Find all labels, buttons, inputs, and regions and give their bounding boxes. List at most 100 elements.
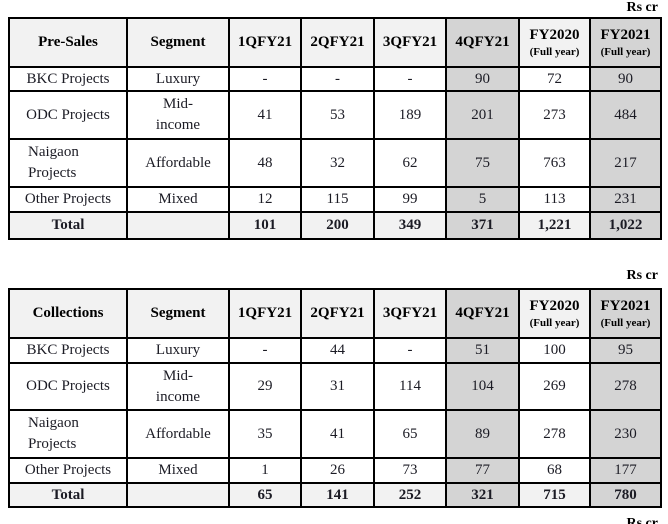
value-cell: 217 <box>589 138 662 188</box>
column-header-2qfy21: 2QFY21 <box>300 288 375 339</box>
table-row-odc: ODC Projects Mid-income 29 31 114 104 26… <box>8 362 662 411</box>
value-cell: 89 <box>445 409 520 459</box>
total-value-cell: 1,022 <box>589 211 662 240</box>
value-cell: 75 <box>445 138 520 188</box>
value-cell: 189 <box>373 90 447 140</box>
value-cell: 68 <box>518 457 591 484</box>
table-header-row: Collections Segment 1QFY21 2QFY21 3QFY21… <box>8 288 662 339</box>
collections-table: Collections Segment 1QFY21 2QFY21 3QFY21… <box>8 288 662 508</box>
value-cell: 201 <box>445 90 520 140</box>
value-cell: 177 <box>589 457 662 484</box>
value-cell: 62 <box>373 138 447 188</box>
value-cell: 269 <box>518 362 591 411</box>
table-total-row: Total 65 141 252 321 715 780 <box>8 482 662 508</box>
value-cell: 41 <box>228 90 302 140</box>
unit-label-middle: Rs cr <box>626 268 659 283</box>
table-total-row: Total 101 200 349 371 1,221 1,022 <box>8 211 662 240</box>
value-cell: 763 <box>518 138 591 188</box>
total-label-cell: Total <box>8 211 128 240</box>
value-cell: 104 <box>445 362 520 411</box>
fy2020-label: FY2020 <box>529 27 580 43</box>
segment-cell <box>126 482 230 508</box>
value-cell: 44 <box>300 337 375 364</box>
table-row-bkc: BKC Projects Luxury - 44 - 51 100 95 <box>8 337 662 364</box>
value-cell: 41 <box>300 409 375 459</box>
column-header-fy2021: FY2021 (Full year) <box>589 17 662 68</box>
unit-label-top: Rs cr <box>626 0 659 15</box>
table-header-row: Pre-Sales Segment 1QFY21 2QFY21 3QFY21 4… <box>8 17 662 68</box>
value-cell: 53 <box>300 90 375 140</box>
project-cell: Other Projects <box>8 186 128 213</box>
table-row-other: Other Projects Mixed 12 115 99 5 113 231 <box>8 186 662 213</box>
column-header-fy2021: FY2021 (Full year) <box>589 288 662 339</box>
fy2021-label: FY2021 <box>600 27 651 43</box>
total-value-cell: 715 <box>518 482 591 508</box>
presales-table: Pre-Sales Segment 1QFY21 2QFY21 3QFY21 4… <box>8 17 662 240</box>
value-cell: - <box>228 337 302 364</box>
value-cell: 95 <box>589 337 662 364</box>
segment-cell: Luxury <box>126 66 230 92</box>
value-cell: 278 <box>518 409 591 459</box>
value-cell: 31 <box>300 362 375 411</box>
column-header-2qfy21: 2QFY21 <box>300 17 375 68</box>
value-cell: - <box>228 66 302 92</box>
column-header-fy2020: FY2020 (Full year) <box>518 17 591 68</box>
total-value-cell: 371 <box>445 211 520 240</box>
value-cell: 29 <box>228 362 302 411</box>
column-header-4qfy21: 4QFY21 <box>445 288 520 339</box>
segment-cell <box>126 211 230 240</box>
full-year-note: (Full year) <box>529 46 580 58</box>
project-cell: BKC Projects <box>8 337 128 364</box>
total-value-cell: 252 <box>373 482 447 508</box>
value-cell: 114 <box>373 362 447 411</box>
table-title-presales: Pre-Sales <box>8 17 128 68</box>
segment-cell: Mixed <box>126 457 230 484</box>
value-cell: 230 <box>589 409 662 459</box>
value-cell: 26 <box>300 457 375 484</box>
total-value-cell: 200 <box>300 211 375 240</box>
value-cell: 77 <box>445 457 520 484</box>
table-row-naigaon: Naigaon Projects Affordable 35 41 65 89 … <box>8 409 662 459</box>
project-cell: BKC Projects <box>8 66 128 92</box>
segment-cell: Luxury <box>126 337 230 364</box>
value-cell: 100 <box>518 337 591 364</box>
column-header-fy2020: FY2020 (Full year) <box>518 288 591 339</box>
table-row-bkc: BKC Projects Luxury - - - 90 72 90 <box>8 66 662 92</box>
value-cell: 231 <box>589 186 662 213</box>
total-value-cell: 321 <box>445 482 520 508</box>
table-row-odc: ODC Projects Mid-income 41 53 189 201 27… <box>8 90 662 140</box>
segment-cell: Mid-income <box>126 90 230 140</box>
value-cell: 72 <box>518 66 591 92</box>
value-cell: 1 <box>228 457 302 484</box>
column-header-4qfy21: 4QFY21 <box>445 17 520 68</box>
project-cell: Naigaon Projects <box>8 138 128 188</box>
total-value-cell: 141 <box>300 482 375 508</box>
value-cell: 99 <box>373 186 447 213</box>
value-cell: 51 <box>445 337 520 364</box>
fy2020-label: FY2020 <box>529 298 580 314</box>
project-cell: ODC Projects <box>8 90 128 140</box>
table-title-collections: Collections <box>8 288 128 339</box>
segment-cell: Affordable <box>126 409 230 459</box>
segment-cell: Mixed <box>126 186 230 213</box>
project-cell: Naigaon Projects <box>8 409 128 459</box>
value-cell: 48 <box>228 138 302 188</box>
total-value-cell: 780 <box>589 482 662 508</box>
value-cell: - <box>373 337 447 364</box>
value-cell: 115 <box>300 186 375 213</box>
project-cell: ODC Projects <box>8 362 128 411</box>
fy2021-label: FY2021 <box>600 298 651 314</box>
value-cell: 65 <box>373 409 447 459</box>
value-cell: - <box>300 66 375 92</box>
value-cell: 32 <box>300 138 375 188</box>
value-cell: 278 <box>589 362 662 411</box>
column-header-3qfy21: 3QFY21 <box>373 288 447 339</box>
column-header-segment: Segment <box>126 17 230 68</box>
column-header-segment: Segment <box>126 288 230 339</box>
total-label-cell: Total <box>8 482 128 508</box>
table-row-naigaon: Naigaon Projects Affordable 48 32 62 75 … <box>8 138 662 188</box>
value-cell: 90 <box>445 66 520 92</box>
value-cell: 484 <box>589 90 662 140</box>
full-year-note: (Full year) <box>600 46 651 58</box>
